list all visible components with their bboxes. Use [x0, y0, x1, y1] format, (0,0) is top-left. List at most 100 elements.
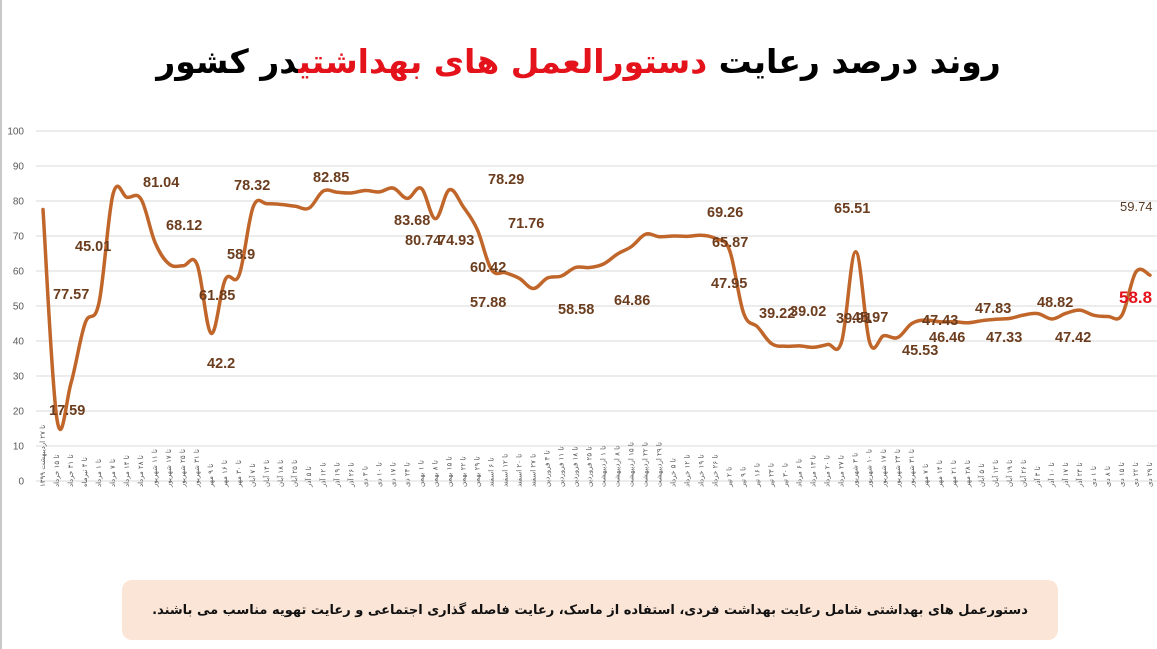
y-tick-label: 100	[7, 127, 24, 138]
y-tick-label: 20	[13, 407, 25, 418]
y-tick-label: 30	[13, 372, 25, 383]
data-label: 17.59	[49, 403, 85, 419]
line-chart: 0 10 20 30 40 50 60 70 80 90 100 تا ۲۷ اردیبهشت ۱۳۹…	[7, 127, 1157, 488]
data-label: 69.26	[707, 205, 743, 221]
data-label: 68.12	[166, 218, 202, 234]
y-tick-label: 40	[13, 337, 25, 348]
x-tick-label: تا ۳ شهریور	[852, 453, 860, 488]
y-tick-label: 50	[13, 302, 25, 313]
x-tick-label: تا ۲۲ دی	[1132, 462, 1140, 487]
x-tick-label: تا ۱۹ آبان	[1005, 460, 1014, 487]
data-label: 42.2	[207, 356, 235, 372]
x-tick-label: تا ۱۸ فروردین	[571, 447, 579, 487]
x-tick-label: تا ۳۰ مهر	[235, 460, 243, 488]
x-tick-label: تا ۲۵ فروردین	[585, 447, 593, 487]
x-tick-label: تا ۲۲ اردیبهشت	[642, 442, 650, 487]
data-label: 47.95	[711, 276, 747, 292]
y-tick-label: 60	[13, 267, 25, 278]
data-label: 58.58	[558, 302, 594, 318]
x-tick-label: تا ۲۷ اردیبهشت ۱۳۹۹	[39, 425, 47, 487]
data-label: 45.97	[852, 310, 888, 326]
x-tick-label: تا ۲۴ دی	[403, 462, 411, 487]
x-tick-label: تا ۱۰ شهریور	[866, 449, 874, 488]
x-tick-label: تا ۱۰ دی	[375, 462, 383, 487]
data-label: 65.87	[712, 235, 748, 251]
x-tick-label: تا ۱ اردیبهشت	[600, 446, 608, 487]
data-label: 39.91	[836, 311, 872, 327]
x-tick-label: تا ۲۹ دی	[1146, 462, 1154, 487]
x-tick-label: تا ۶ مرداد	[796, 459, 804, 487]
chart-title: روند درصد رعایت دستورالعمل های بهداشتیدر…	[0, 42, 1157, 81]
data-label: 39.02	[790, 304, 826, 320]
x-tick-label: تا ۳۱ شهریور	[193, 449, 201, 488]
x-tick-label: تا ۹ تیر	[740, 467, 748, 488]
x-tick-label: تا ۱۴ آبان	[262, 460, 271, 487]
x-tick-label: تا ۱۴ مرداد	[123, 455, 131, 487]
data-label: 78.32	[234, 178, 270, 194]
x-tick-label: تا ۲۲ بهمن	[459, 456, 467, 487]
x-tick-label: تا ۱۱ فروردین	[557, 447, 565, 487]
data-label: 80.74	[405, 233, 441, 249]
data-line	[41, 184, 1152, 431]
y-tick-label: 10	[13, 442, 25, 453]
data-label: 59.74	[1120, 199, 1153, 214]
x-tick-label: تا ۸ بهمن	[431, 460, 439, 487]
x-tick-label: تا ۷ مرداد	[109, 459, 117, 487]
x-tick-label: تا ۸ دی	[1104, 466, 1112, 487]
x-tick-label: تا ۱۰ آذر	[1047, 462, 1056, 488]
x-tick-label: تا ۱۷ آذر	[1061, 462, 1070, 488]
x-tick-label: تا ۲۴ آذر	[1075, 462, 1084, 488]
x-tick-label: تا ۲۰ اسفند	[515, 454, 523, 487]
data-label: 58.9	[227, 247, 255, 263]
x-tick-label: تا ۲۴ شهریور	[894, 449, 902, 488]
x-tick-label: تا ۲۸ مرداد	[137, 455, 145, 487]
x-tick-label: تا ۲۵ شهریور	[179, 449, 187, 488]
data-label: 74.93	[438, 233, 474, 249]
x-tick-label: تا ۲۶ آبان	[1019, 460, 1028, 487]
x-tick-label: تا ۱ دی	[1090, 466, 1098, 487]
data-label: 46.46	[929, 330, 965, 346]
x-tick-label: تا ۱۹ خرداد	[698, 455, 706, 487]
data-label: 58.8	[1119, 288, 1152, 307]
y-tick-label: 70	[13, 232, 25, 243]
data-label: 82.85	[313, 170, 349, 186]
data-label: 47.83	[975, 301, 1011, 317]
x-tick-label: تا ۱۷ شهریور	[880, 449, 888, 488]
x-tick-label: تا ۸ اردیبهشت	[614, 446, 622, 487]
x-tick-label: تا ۱۸ آبان	[276, 460, 285, 487]
data-label: 39.22	[759, 306, 795, 322]
x-tick-label: تا ۳ دی	[361, 466, 369, 487]
x-tick-label: تا ۱۲ آذر	[318, 462, 327, 488]
x-tick-label: تا ۵ آذر	[304, 466, 313, 488]
x-tick-label: تا ۲۵ آبان	[290, 460, 299, 487]
x-tick-label: تا ۱۶ تیر	[754, 463, 762, 488]
x-tick-label: تا ۴ تیرماه	[81, 457, 89, 487]
x-tick-label: تا ۲۱ مهر	[950, 460, 958, 488]
data-label: 60.42	[470, 260, 506, 276]
title-highlight: دستورالعمل های بهداشتی	[298, 42, 708, 81]
x-tick-label: تا ۳۱ شهریور	[908, 449, 916, 488]
y-tick-label: 80	[13, 197, 25, 208]
x-tick-label: تا ۵ آبان	[977, 463, 986, 487]
y-tick-label: 90	[13, 162, 25, 173]
x-tick-label: تا ۲۶ آذر	[346, 462, 355, 488]
x-tick-label: تا ۲۷ اسفند	[529, 454, 537, 487]
x-tick-label: تا ۱ مرداد	[95, 459, 103, 487]
data-label: 61.85	[199, 288, 235, 304]
x-tick-label: تا ۳ آذر	[1033, 466, 1042, 488]
data-label: 77.57	[53, 287, 89, 303]
y-tick-label: 0	[18, 477, 24, 488]
data-label: 81.04	[143, 175, 179, 191]
x-tick-label: تا ۱۵ اردیبهشت	[628, 442, 636, 487]
footnote-text: دستورعمل های بهداشتی شامل رعایت بهداشت ف…	[152, 602, 1028, 618]
x-tick-label: تا ۵ خرداد	[670, 458, 678, 487]
x-tick-label: تا ۲۰ مرداد	[824, 455, 832, 487]
x-tick-label: تا ۳۰ تیر	[782, 463, 790, 488]
x-tick-label: تا ۲ تیر	[726, 467, 734, 488]
footnote-box: دستورعمل های بهداشتی شامل رعایت بهداشت ف…	[122, 580, 1058, 640]
x-tick-label: تا ۲۸ مهر	[964, 460, 972, 488]
data-label: 47.43	[922, 313, 958, 329]
x-tick-label: تا ۲۹ اردیبهشت	[656, 442, 664, 487]
x-tick-label: تا ۱۳ مرداد	[810, 455, 818, 487]
